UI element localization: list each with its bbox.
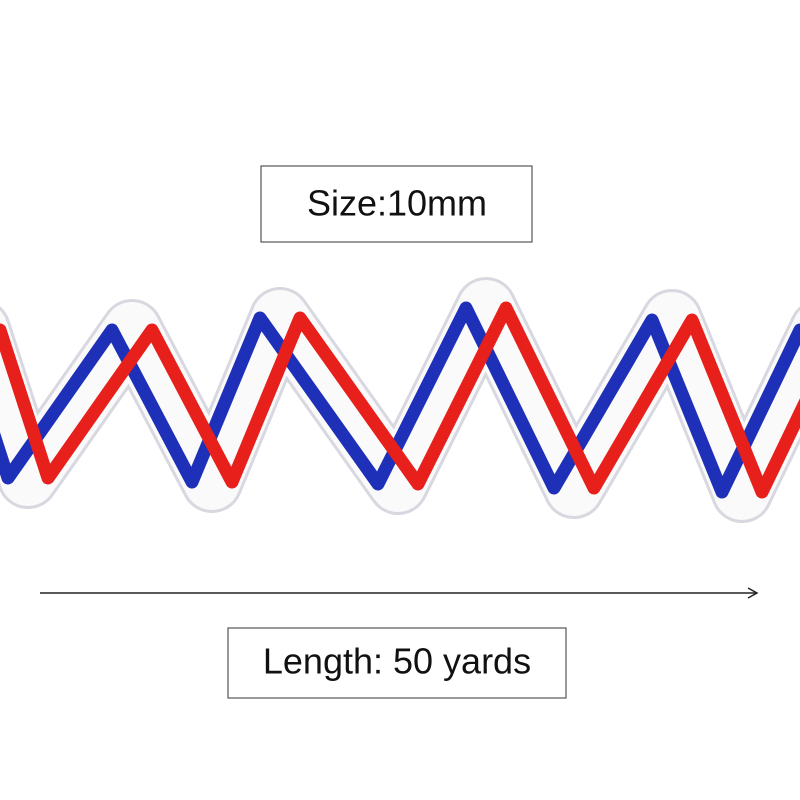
ribbon-white-stripe (0, 280, 800, 520)
size-box (260, 165, 533, 243)
length-arrow (40, 587, 759, 599)
ribbon-red-stripe (0, 301, 800, 499)
arrow-head (747, 587, 759, 599)
length-box (227, 627, 567, 699)
ribbon (0, 277, 800, 523)
length-label: Length: 50 yards (263, 641, 531, 682)
size-label: Size:10mm (307, 183, 487, 224)
ribbon-blue-stripe (0, 301, 800, 499)
